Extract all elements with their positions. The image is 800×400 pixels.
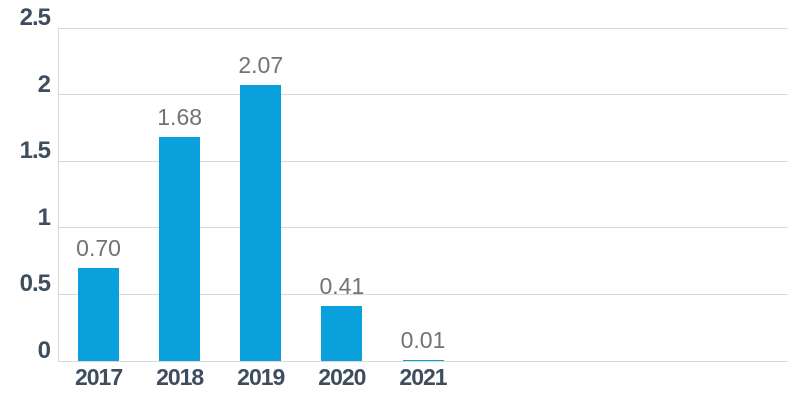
x-axis-category-label: 2020 (318, 364, 366, 390)
x-axis-category-label: 2017 (74, 364, 123, 390)
bar-value-label: 0.01 (400, 326, 446, 353)
y-axis-line (58, 28, 59, 361)
gridline (58, 160, 788, 162)
gridline (58, 27, 788, 29)
bar-value-label: 1.68 (157, 104, 203, 131)
x-axis-category-label: 2019 (237, 364, 285, 390)
gridline (58, 293, 788, 295)
gridline (58, 94, 788, 96)
y-axis-tick-label: 2.5 (19, 4, 51, 31)
y-axis-tick-label: 2 (37, 70, 51, 98)
bar (159, 137, 201, 361)
bar (240, 85, 282, 361)
bar (78, 267, 120, 361)
bar-value-label: 0.70 (76, 234, 121, 261)
bar (321, 306, 363, 361)
bar-value-label: 2.07 (238, 52, 284, 79)
y-axis-tick-label: 0 (37, 337, 51, 364)
y-axis-tick-label: 1 (37, 203, 51, 231)
gridline (58, 360, 788, 362)
x-axis-category-label: 2018 (156, 364, 204, 390)
gridline (58, 227, 788, 229)
y-axis-tick-label: 1.5 (19, 137, 51, 165)
bar-value-label: 0.41 (319, 273, 365, 300)
y-axis-tick-label: 0.5 (19, 270, 51, 298)
bar (402, 359, 444, 361)
x-axis-category-label: 2021 (399, 364, 447, 390)
